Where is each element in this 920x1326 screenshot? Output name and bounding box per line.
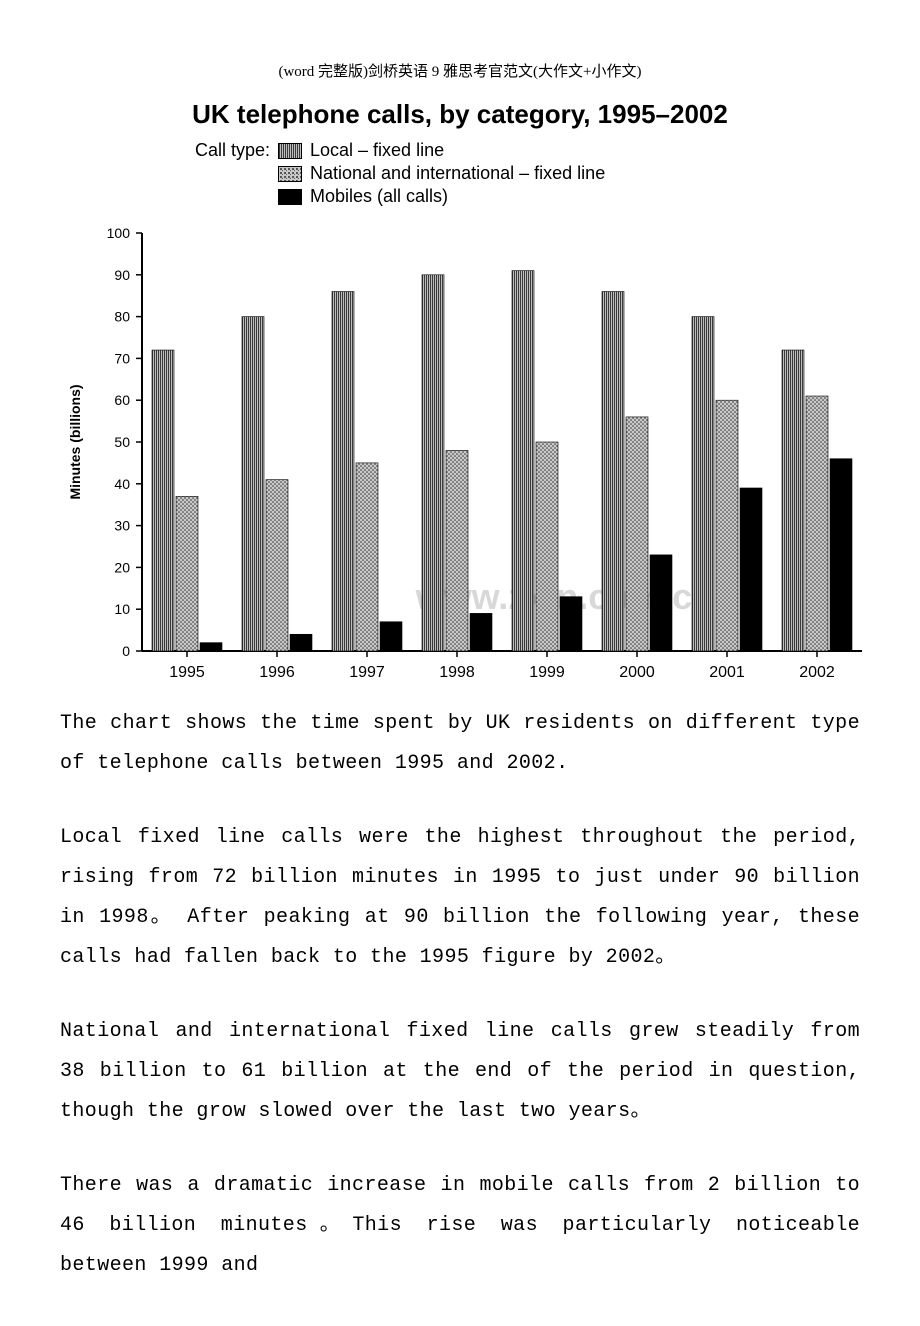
chart: UK telephone calls, by category, 1995–20… (60, 99, 860, 694)
chart-plot: 0 10 20 30 40 50 60 70 80 90 100 Minutes (billions)… (60, 221, 860, 694)
swatch-national-icon (278, 166, 302, 182)
chart-svg: 0 10 20 30 40 50 60 70 80 90 100 Minutes (billions)… (60, 221, 880, 689)
svg-text:1996: 1996 (259, 664, 295, 681)
bar-local (602, 292, 624, 651)
page: (word 完整版)剑桥英语 9 雅思考官范文(大作文+小作文) UK tele… (0, 0, 920, 1326)
bar-national (356, 463, 378, 651)
svg-text:1998: 1998 (439, 664, 475, 681)
y-axis-label: Minutes (billions) (67, 384, 83, 499)
essay-p2: Local fixed line calls were the highest … (60, 818, 860, 978)
essay-body: The chart shows the time spent by UK res… (60, 704, 860, 1286)
legend-row-mobiles: Mobiles (all calls) (190, 186, 860, 207)
bar-national (716, 400, 738, 651)
bar-local (332, 292, 354, 651)
essay-p4: There was a dramatic increase in mobile … (60, 1166, 860, 1286)
svg-text:60: 60 (114, 392, 130, 408)
bar-national (446, 450, 468, 651)
swatch-local-icon (278, 143, 302, 159)
svg-text:2000: 2000 (619, 664, 655, 681)
svg-text:2001: 2001 (709, 664, 745, 681)
legend-label: Call type: (190, 140, 270, 161)
svg-text:80: 80 (114, 309, 130, 325)
bar-national (176, 496, 198, 651)
chart-legend: Call type: Local – fixed line National a… (190, 140, 860, 207)
svg-text:1999: 1999 (529, 664, 565, 681)
doc-header-text: (word 完整版)剑桥英语 9 雅思考官范文(大作文+小作文) (278, 64, 641, 80)
svg-text:40: 40 (114, 476, 130, 492)
svg-text:30: 30 (114, 518, 130, 534)
svg-text:1995: 1995 (169, 664, 205, 681)
bar-mobiles (560, 597, 582, 651)
bar-mobiles (740, 488, 762, 651)
bar-mobiles (650, 555, 672, 651)
legend-row-national: National and international – fixed line (190, 163, 860, 184)
bar-mobiles (290, 634, 312, 651)
svg-text:70: 70 (114, 350, 130, 366)
legend-row-local: Call type: Local – fixed line (190, 140, 860, 161)
svg-text:100: 100 (107, 225, 131, 241)
legend-text-national: National and international – fixed line (310, 163, 605, 184)
svg-text:90: 90 (114, 267, 130, 283)
svg-text:50: 50 (114, 434, 130, 450)
bar-local (422, 275, 444, 651)
bar-national (626, 417, 648, 651)
bar-local (152, 350, 174, 651)
bar-national (266, 480, 288, 651)
bar-mobiles (470, 613, 492, 651)
svg-text:1997: 1997 (349, 664, 385, 681)
swatch-mobiles-icon (278, 189, 302, 205)
essay-p1: The chart shows the time spent by UK res… (60, 704, 860, 784)
bar-national (806, 396, 828, 651)
bar-local (242, 317, 264, 651)
svg-text:10: 10 (114, 601, 130, 617)
legend-text-mobiles: Mobiles (all calls) (310, 186, 448, 207)
bar-mobiles (380, 622, 402, 651)
bar-national (536, 442, 558, 651)
chart-title: UK telephone calls, by category, 1995–20… (60, 99, 860, 130)
bar-mobiles (830, 459, 852, 651)
doc-header: (word 完整版)剑桥英语 9 雅思考官范文(大作文+小作文) (60, 60, 860, 81)
bar-mobiles (200, 643, 222, 651)
bar-local (512, 271, 534, 651)
bar-local (782, 350, 804, 651)
essay-p3: National and international fixed line ca… (60, 1012, 860, 1132)
bar-local (692, 317, 714, 651)
svg-text:20: 20 (114, 559, 130, 575)
svg-text:2002: 2002 (799, 664, 835, 681)
legend-text-local: Local – fixed line (310, 140, 444, 161)
svg-text:0: 0 (122, 643, 130, 659)
